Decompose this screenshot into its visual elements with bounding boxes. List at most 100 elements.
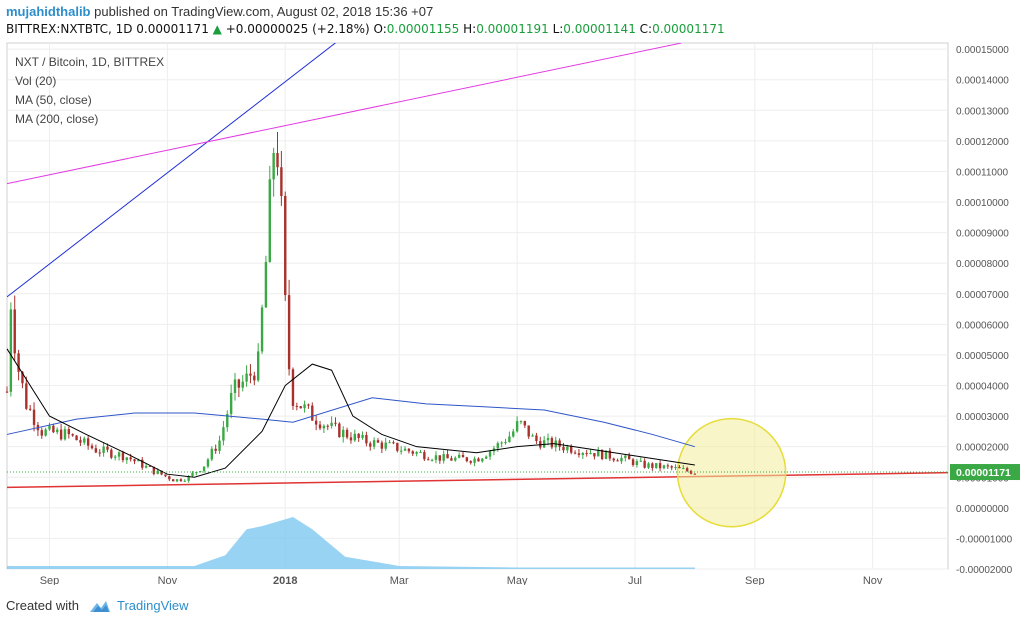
candle-body: [25, 383, 28, 409]
candle-body: [206, 459, 210, 467]
candle-body: [488, 451, 492, 457]
candle-body: [430, 459, 434, 461]
tradingview-logo-icon[interactable]: [89, 599, 111, 613]
candle-body: [256, 351, 260, 381]
y-tick-label: 0.00009000: [956, 229, 1009, 240]
candle-body: [56, 429, 59, 433]
candle-body: [662, 465, 666, 469]
low-value: 0.00001141: [563, 22, 636, 36]
candle-body: [527, 425, 530, 437]
candle-body: [639, 460, 642, 462]
candle-body: [399, 450, 403, 452]
candle-body: [380, 442, 384, 449]
legend-title[interactable]: NXT / Bitcoin, 1D, BITTREX: [15, 55, 165, 69]
published-text: published on TradingView.com, August 02,…: [94, 4, 434, 19]
candle-body: [168, 476, 171, 480]
candle-body: [423, 452, 426, 460]
candle-body: [481, 458, 484, 462]
candle-body: [330, 422, 333, 426]
candle-body: [597, 450, 600, 457]
candle-body: [604, 450, 608, 460]
candle-body: [620, 457, 623, 462]
candle-body: [469, 461, 472, 463]
candle-body: [450, 458, 453, 461]
y-tick-label: 0.00013000: [956, 106, 1009, 117]
publish-line: mujahidthalib published on TradingView.c…: [6, 4, 433, 19]
candle-body: [160, 470, 163, 475]
candle-body: [388, 442, 391, 444]
candle-body: [531, 435, 534, 437]
candle-body: [457, 454, 461, 458]
y-tick-label: 0.00012000: [956, 137, 1009, 148]
chart-area[interactable]: 0.00015000 0.00014000 0.00013000 0.00012000…: [0, 40, 1031, 587]
candle-body: [63, 429, 67, 440]
candle-body: [32, 409, 36, 425]
legend-ma200[interactable]: MA (200, close): [15, 112, 99, 126]
candle-body: [284, 195, 287, 296]
candle-body: [338, 423, 341, 438]
candle-body: [137, 459, 140, 462]
candle-body: [94, 448, 98, 453]
candle-body: [570, 446, 573, 453]
candle-body: [307, 404, 310, 406]
x-tick-label: Sep: [40, 575, 60, 585]
candle-body: [226, 414, 229, 428]
ma200-line: [6, 397, 696, 448]
legend-ma50[interactable]: MA (50, close): [15, 93, 92, 107]
candle-body: [500, 442, 503, 444]
candle-body: [600, 450, 604, 460]
tradingview-link[interactable]: TradingView: [116, 598, 189, 613]
candle-body: [345, 429, 349, 438]
candle-body: [98, 452, 101, 454]
candle-body: [164, 474, 167, 477]
candle-body: [71, 434, 74, 436]
candle-body: [473, 458, 476, 463]
candle-body: [682, 468, 685, 470]
candle-body: [349, 437, 353, 441]
close-value: 0.00001171: [652, 22, 725, 36]
price-tag-label: 0.00001171: [956, 467, 1011, 479]
ma50-line: [6, 348, 695, 478]
highlight-circle: [676, 417, 787, 528]
candle-body: [114, 456, 117, 458]
candle-body: [44, 429, 47, 436]
candle-body: [407, 448, 411, 452]
candle-body: [222, 427, 225, 441]
candle-body: [589, 453, 592, 455]
candle-body: [303, 404, 306, 409]
candle-body: [183, 480, 186, 482]
candle-body: [318, 424, 322, 429]
candle-body: [17, 353, 20, 372]
candle-body: [438, 455, 442, 461]
candle-body: [102, 446, 105, 453]
candle-body: [291, 369, 295, 406]
candle-body: [67, 429, 71, 435]
price-chart[interactable]: 0.00015000 0.00014000 0.00013000 0.00012000…: [0, 40, 1031, 587]
candle-body: [361, 434, 364, 438]
candle-body: [322, 425, 326, 429]
candle-body: [674, 466, 677, 468]
candle-body: [372, 440, 376, 447]
candle-body: [5, 391, 9, 393]
candle-body: [272, 152, 275, 180]
y-tick-label: 0.00005000: [956, 351, 1009, 362]
candle-body: [233, 379, 237, 393]
legend-volume[interactable]: Vol (20): [15, 74, 57, 88]
author-link[interactable]: mujahidthalib: [6, 4, 91, 19]
candle-body: [396, 442, 399, 451]
candle-body: [28, 408, 32, 410]
candle-body: [608, 450, 612, 459]
candle-body: [249, 373, 252, 376]
candle-body: [218, 440, 221, 451]
x-tick-label: Nov: [158, 575, 178, 585]
candle-body: [546, 438, 550, 441]
y-tick-label: 0.00004000: [956, 382, 1009, 393]
open-value: 0.00001155: [386, 22, 460, 36]
candle-body: [504, 442, 507, 444]
open-label: O:: [373, 22, 387, 36]
y-tick-label: 0.00014000: [956, 76, 1009, 87]
candle-body: [268, 179, 271, 262]
candle-body: [523, 421, 527, 426]
candle-body: [90, 445, 94, 449]
candle-body: [299, 406, 302, 409]
